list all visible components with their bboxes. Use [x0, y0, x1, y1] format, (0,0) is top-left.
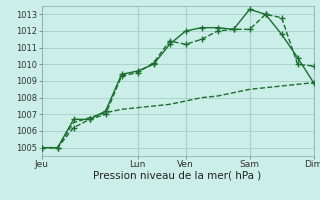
X-axis label: Pression niveau de la mer( hPa ): Pression niveau de la mer( hPa ): [93, 171, 262, 181]
